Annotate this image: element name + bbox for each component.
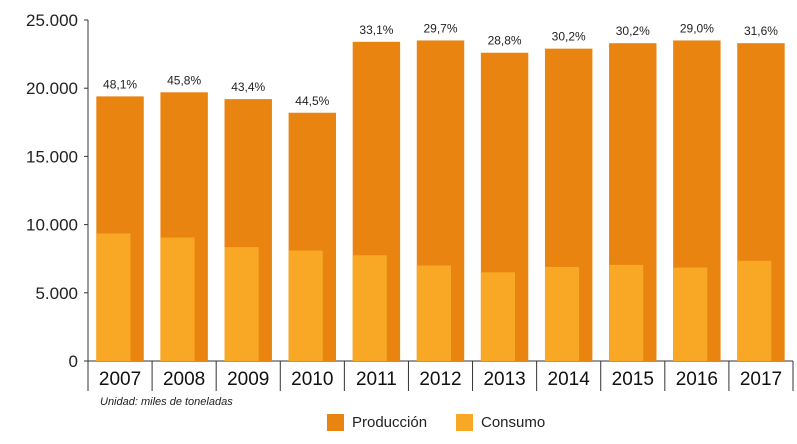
bar-consumo-2015: [609, 264, 644, 361]
data-label-2016: 29,0%: [680, 21, 714, 35]
data-label-2015: 30,2%: [616, 24, 650, 38]
bar-consumo-2014: [544, 266, 580, 361]
bar-consumo-2008: [160, 237, 195, 361]
data-label-2008: 45,8%: [167, 73, 201, 87]
data-label-2009: 43,4%: [231, 80, 265, 94]
data-label-2011: 33,1%: [359, 23, 393, 37]
y-tick-label: 20.000: [26, 79, 78, 98]
legend-item-produccion: Producción: [327, 414, 427, 431]
y-tick-label: 5.000: [35, 284, 78, 303]
legend-swatch-produccion: [327, 414, 344, 431]
y-tick-label: 25.000: [26, 11, 78, 30]
data-label-2012: 29,7%: [423, 21, 457, 35]
legend-swatch-consumo: [456, 414, 473, 431]
bar-chart: 0 5.000 10.000 15.000 20.000 25.000 48,1% 2007 4…: [26, 11, 794, 391]
bar-consumo-2007: [96, 233, 131, 361]
x-tick-label-2007: 2007: [99, 369, 141, 390]
bar-consumo-2012: [416, 265, 451, 361]
x-tick-label-2008: 2008: [163, 369, 205, 390]
data-label-2013: 28,8%: [488, 34, 522, 48]
bar-consumo-2010: [288, 250, 323, 361]
data-label-2010: 44,5%: [295, 94, 329, 108]
y-tick-label: 10.000: [26, 216, 78, 235]
x-tick-label-2010: 2010: [291, 369, 333, 390]
legend-item-consumo: Consumo: [456, 414, 545, 431]
x-tick-label-2014: 2014: [548, 369, 591, 390]
unit-note: Unidad: miles de toneladas: [100, 396, 233, 408]
bar-consumo-2016: [673, 267, 708, 361]
legend: Producción Consumo: [0, 414, 797, 436]
x-tick-label-2013: 2013: [483, 369, 525, 390]
bar-consumo-2011: [352, 255, 387, 361]
data-label-2017: 31,6%: [744, 24, 778, 38]
y-tick-label: 15.000: [26, 147, 78, 166]
bar-consumo-2013: [480, 272, 516, 361]
legend-label-produccion: Producción: [352, 414, 428, 431]
data-label-2007: 48,1%: [103, 77, 137, 91]
x-tick-label-2017: 2017: [740, 369, 782, 390]
x-tick-label-2012: 2012: [419, 369, 461, 390]
x-tick-label-2011: 2011: [356, 369, 397, 390]
data-label-2014: 30,2%: [552, 30, 586, 44]
x-tick-label-2015: 2015: [612, 369, 654, 390]
bar-consumo-2009: [224, 247, 259, 361]
legend-label-consumo: Consumo: [481, 414, 546, 431]
x-tick-label-2009: 2009: [227, 369, 269, 390]
x-tick-label-2016: 2016: [676, 369, 718, 390]
bar-consumo-2017: [737, 260, 772, 361]
y-tick-label: 0: [69, 352, 78, 371]
